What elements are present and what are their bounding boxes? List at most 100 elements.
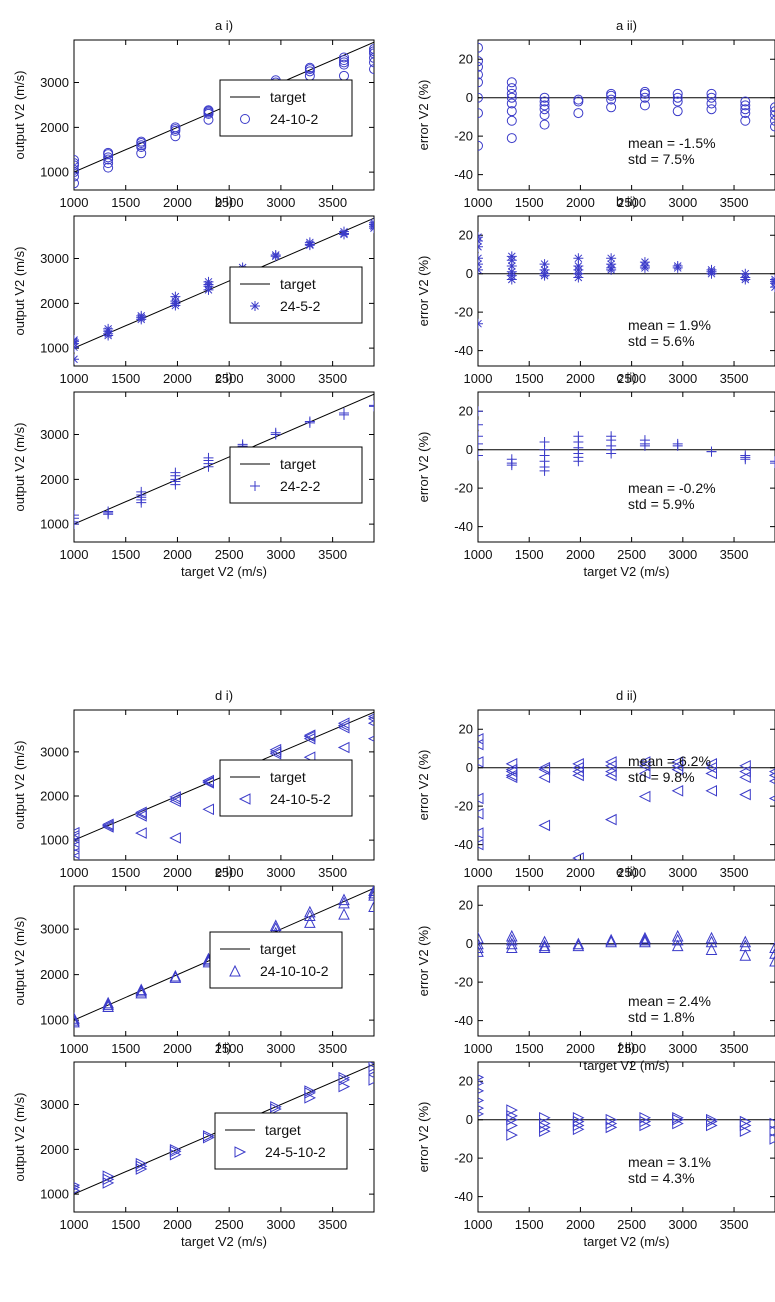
data-point bbox=[506, 261, 517, 271]
data-point bbox=[538, 939, 551, 952]
data-point bbox=[505, 933, 518, 946]
y-tick-label: 2000 bbox=[40, 296, 69, 311]
data-point bbox=[769, 954, 775, 967]
plot-frame bbox=[477, 215, 775, 367]
panel-d-i: d i) 1000 1500 2000 2500 3000 3500 1000 2000 3000… bbox=[12, 688, 375, 880]
legend-label: 24-10-5-2 bbox=[270, 791, 331, 807]
data-point bbox=[539, 465, 550, 476]
data-point bbox=[203, 105, 214, 116]
x-tick-label: 3000 bbox=[266, 195, 295, 210]
y-tick-label: 3000 bbox=[40, 1097, 69, 1112]
data-point bbox=[74, 167, 79, 178]
data-point bbox=[369, 400, 374, 411]
y-axis-label: error V2 (%) bbox=[416, 432, 431, 503]
x-tick-label: 3000 bbox=[266, 371, 295, 386]
x-tick-label: 2000 bbox=[566, 865, 595, 880]
panel-b-i: b i) 1000 1500 2000 2500 3000 3500 1000 2000 3000… bbox=[12, 194, 375, 386]
legend-label: target bbox=[270, 769, 306, 785]
x-tick-label: 1500 bbox=[111, 195, 140, 210]
data-point bbox=[339, 52, 349, 63]
data-point bbox=[505, 937, 518, 950]
y-tick-label: 2000 bbox=[40, 120, 69, 135]
y-tick-label: 20 bbox=[459, 52, 473, 67]
x-tick-label: 2000 bbox=[566, 1217, 595, 1232]
data-point bbox=[478, 61, 483, 72]
data-point bbox=[102, 1170, 115, 1182]
data-point bbox=[203, 276, 214, 287]
data-point bbox=[706, 92, 717, 103]
mean-annotation: mean = 6.2% bbox=[628, 753, 711, 769]
x-tick-label: 1500 bbox=[515, 865, 544, 880]
legend-box bbox=[219, 759, 353, 817]
y-axis-label: error V2 (%) bbox=[416, 256, 431, 327]
data-point bbox=[74, 160, 79, 171]
data-point bbox=[369, 64, 374, 75]
data-point bbox=[339, 55, 349, 66]
std-annotation: std = 5.9% bbox=[628, 496, 695, 512]
panel-f-i: f i) 1000 1500 2000 2500 3000 3500 1000 2000 3000… bbox=[12, 1040, 375, 1249]
y-tick-label: -40 bbox=[454, 167, 473, 182]
x-tick-label: 2000 bbox=[163, 1041, 192, 1056]
x-tick-label: 1500 bbox=[111, 1217, 140, 1232]
legend: target 24-2-2 bbox=[229, 446, 363, 504]
y-tick-label: 1000 bbox=[40, 1187, 69, 1202]
panel-title: d i) bbox=[215, 688, 233, 703]
std-annotation: std = 5.6% bbox=[628, 333, 695, 349]
plot-frame bbox=[73, 885, 375, 1037]
legend-marker bbox=[240, 114, 250, 124]
data-point bbox=[539, 110, 550, 120]
x-tick-label: 3500 bbox=[318, 371, 347, 386]
y-axis-label: output V2 (m/s) bbox=[12, 917, 27, 1006]
data-point bbox=[739, 759, 751, 772]
data-point bbox=[506, 274, 517, 285]
data-point bbox=[770, 456, 775, 467]
data-point bbox=[135, 984, 148, 997]
x-tick-label: 1500 bbox=[515, 195, 544, 210]
data-point bbox=[103, 506, 114, 517]
data-point bbox=[769, 1125, 775, 1138]
data-point bbox=[605, 769, 617, 782]
y-tick-label: 1000 bbox=[40, 341, 69, 356]
data-point bbox=[74, 335, 79, 346]
data-point bbox=[539, 96, 550, 107]
data-point bbox=[478, 438, 483, 449]
x-tick-label: 2500 bbox=[617, 195, 646, 210]
panel-title: c i) bbox=[215, 370, 232, 385]
data-point bbox=[304, 66, 315, 77]
data-point bbox=[74, 158, 79, 169]
data-point bbox=[103, 154, 114, 165]
plot-frame bbox=[73, 391, 375, 543]
data-point bbox=[478, 264, 483, 275]
data-point bbox=[506, 460, 517, 471]
data-point bbox=[103, 152, 114, 163]
data-point bbox=[769, 1133, 775, 1145]
x-tick-label: 2500 bbox=[617, 547, 646, 562]
data-point bbox=[102, 998, 114, 1011]
target-line bbox=[74, 217, 374, 349]
legend-box bbox=[229, 446, 363, 504]
panel-title: b ii) bbox=[616, 194, 637, 209]
data-point bbox=[339, 57, 349, 68]
data-point bbox=[135, 986, 148, 999]
data-point bbox=[706, 1119, 718, 1132]
data-point bbox=[706, 268, 717, 279]
x-tick-label: 2500 bbox=[617, 1041, 646, 1056]
x-tick-label: 3000 bbox=[266, 1217, 295, 1232]
std-annotation: std = 7.5% bbox=[628, 151, 695, 167]
x-tick-label: 2500 bbox=[215, 547, 244, 562]
y-tick-label: 0 bbox=[466, 442, 473, 457]
data-point bbox=[478, 406, 483, 417]
y-tick-label: 0 bbox=[466, 936, 473, 951]
x-tick-label: 2000 bbox=[566, 1041, 595, 1056]
data-point bbox=[672, 1117, 684, 1130]
x-tick-label: 3000 bbox=[668, 547, 697, 562]
data-point bbox=[478, 756, 484, 768]
panel-d-ii: d ii) 1000 1500 2000 2500 3000 3500 20 0 -20 -40 er… bbox=[416, 688, 775, 880]
data-point bbox=[740, 115, 751, 126]
x-tick-label: 1000 bbox=[60, 547, 89, 562]
data-point bbox=[705, 931, 718, 944]
x-axis-label: target V2 (m/s) bbox=[584, 564, 670, 579]
data-point bbox=[202, 803, 214, 816]
y-tick-label: -20 bbox=[454, 799, 473, 814]
legend: target 24-5-10-2 bbox=[214, 1112, 348, 1170]
